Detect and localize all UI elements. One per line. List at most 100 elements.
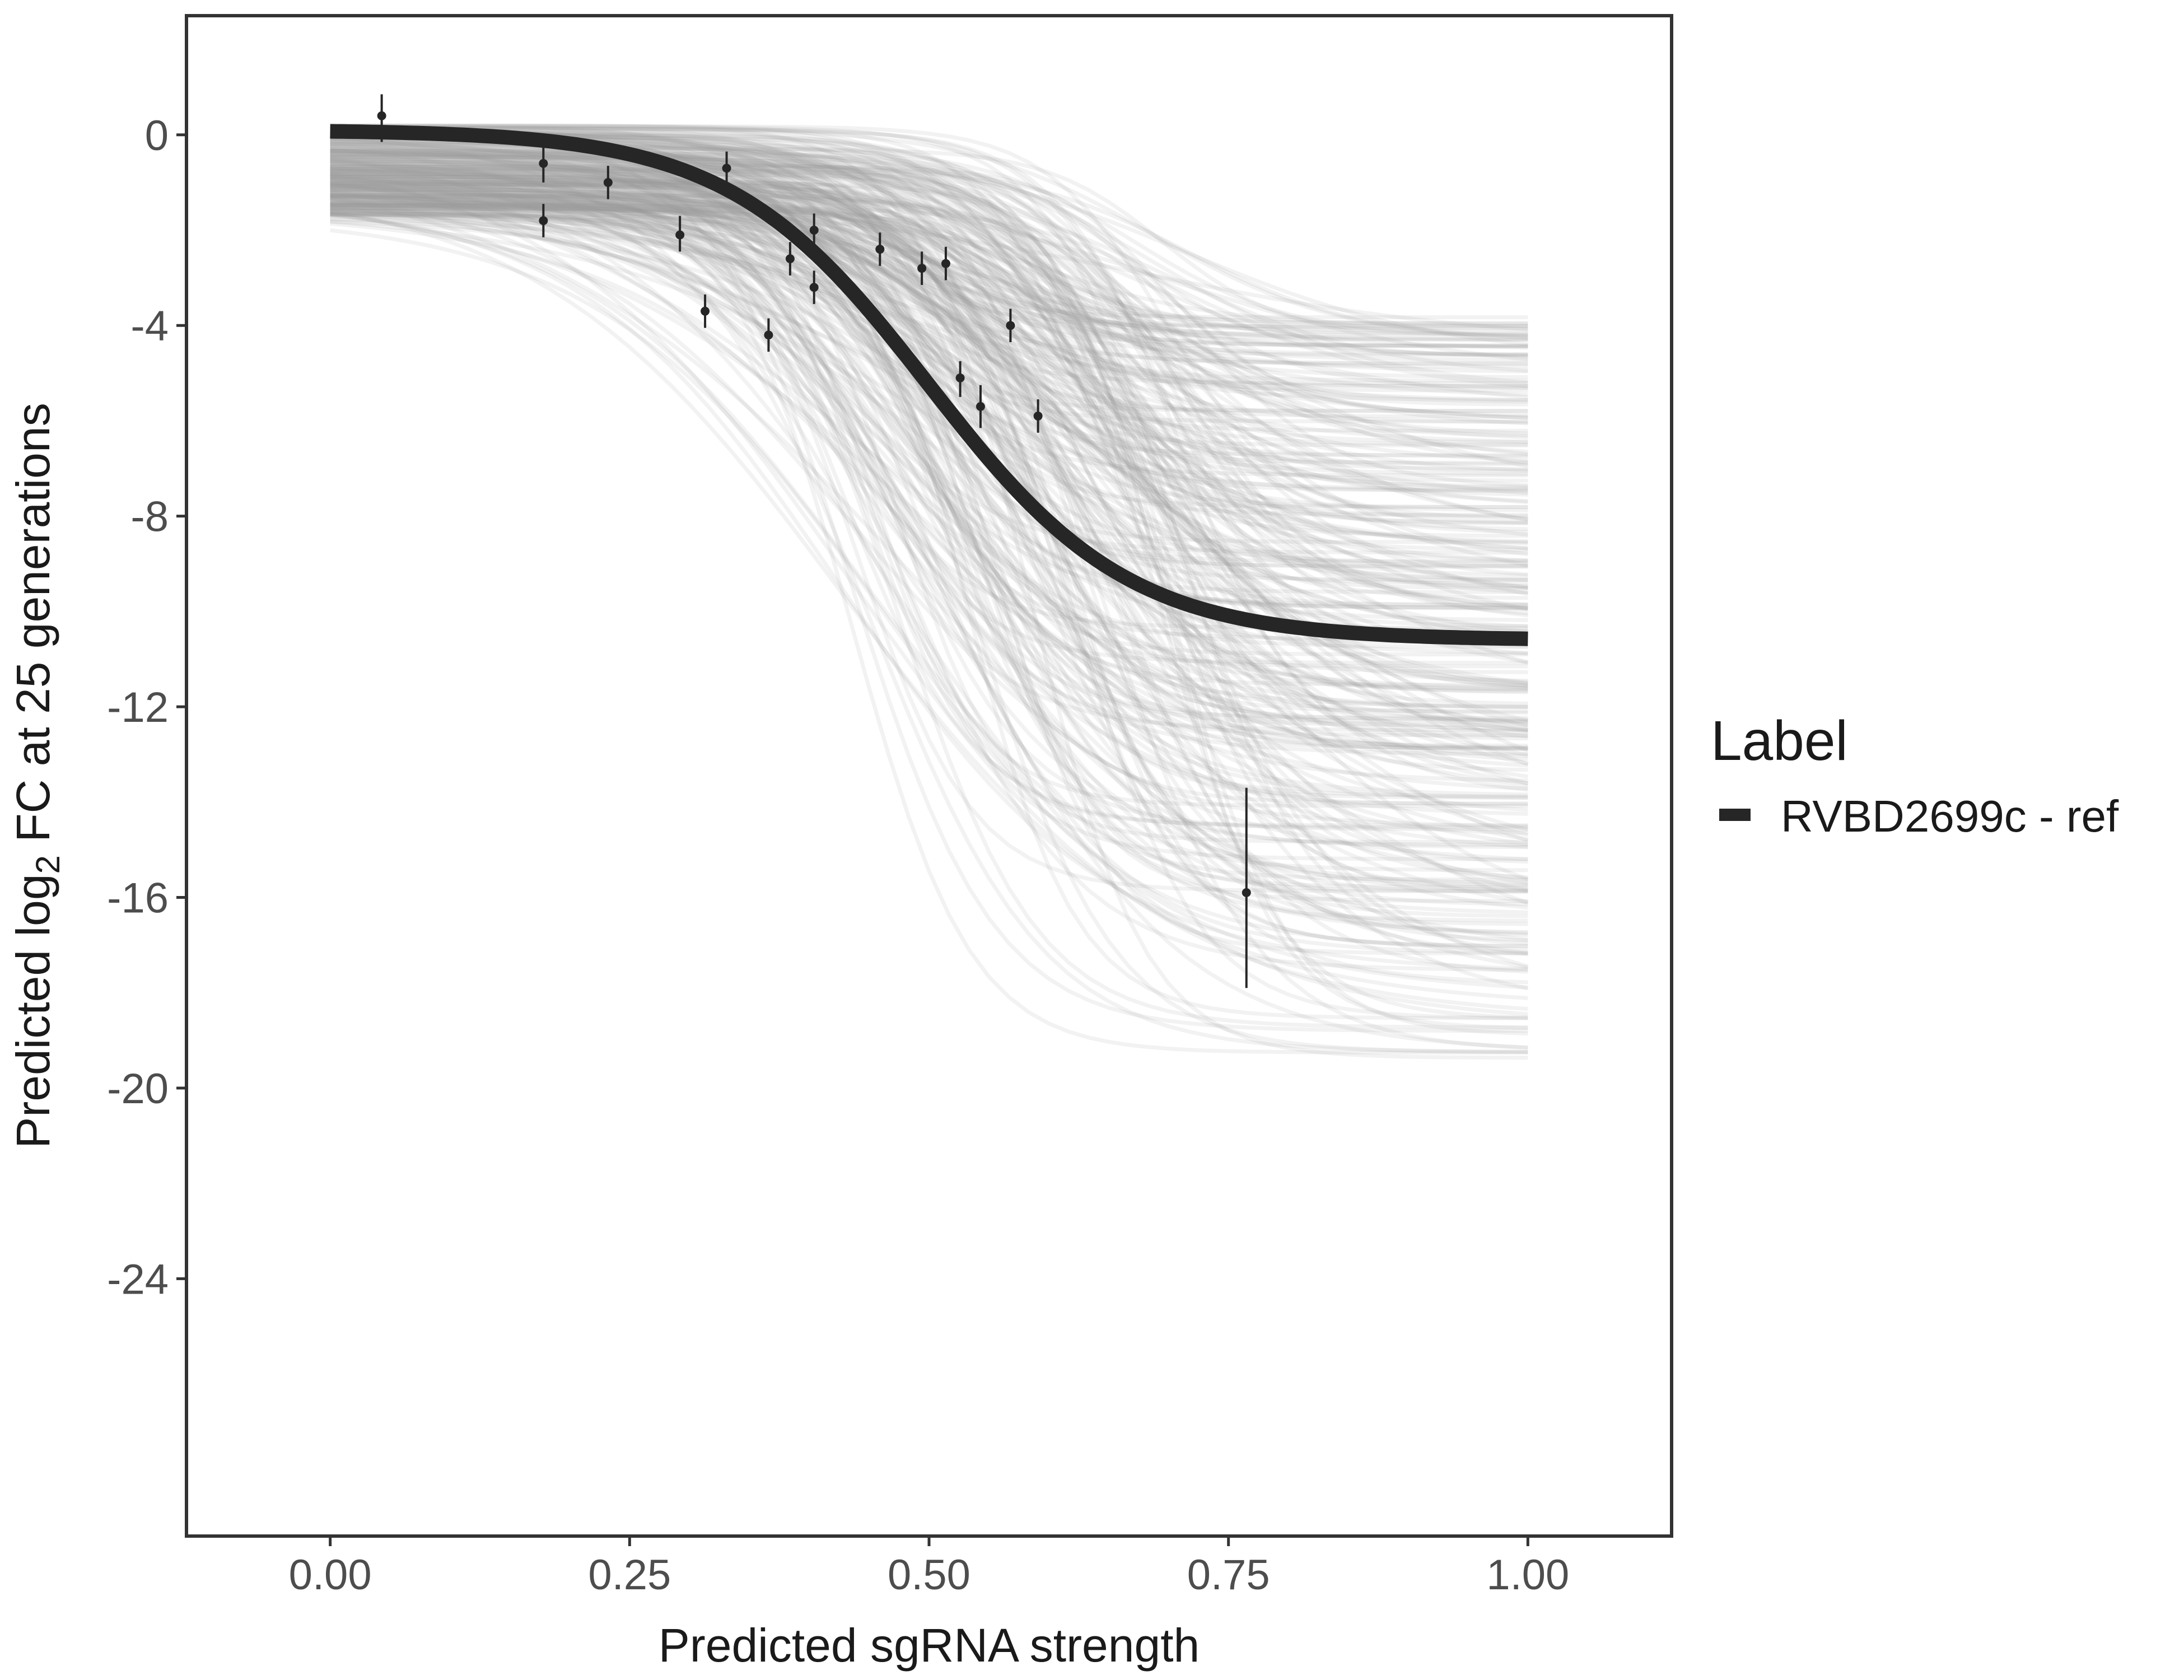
posterior-draw-line xyxy=(330,172,1528,713)
posterior-draw-line xyxy=(330,189,1528,348)
posterior-draws xyxy=(329,123,1529,1060)
posterior-draw-line xyxy=(330,183,1528,550)
posterior-draw-line xyxy=(330,170,1528,738)
posterior-draw-line xyxy=(330,195,1528,861)
posterior-draw-line xyxy=(330,127,1528,648)
posterior-draw-line xyxy=(330,185,1528,934)
posterior-draw-line xyxy=(330,152,1528,724)
posterior-draw-line xyxy=(330,206,1528,942)
posterior-draw-line xyxy=(330,160,1528,424)
posterior-draw-line xyxy=(330,198,1528,750)
point-marker xyxy=(875,245,885,254)
posterior-draw-line xyxy=(330,144,1528,338)
posterior-draw-line xyxy=(330,180,1528,706)
posterior-draw-line xyxy=(330,124,1528,872)
posterior-draw-line xyxy=(330,147,1528,816)
point-marker xyxy=(1033,411,1043,421)
posterior-draw-line xyxy=(330,200,1528,332)
posterior-draw-line xyxy=(330,179,1528,692)
posterior-draw-line xyxy=(330,155,1528,488)
point-marker xyxy=(701,306,710,316)
posterior-draw-line xyxy=(330,124,1528,525)
posterior-draw-line xyxy=(330,194,1528,503)
posterior-draw-line xyxy=(330,156,1529,842)
posterior-draw-line xyxy=(330,186,1528,483)
panel-border xyxy=(185,14,1673,1538)
posterior-draw-line xyxy=(330,124,1528,945)
posterior-draw-line xyxy=(330,155,1528,750)
posterior-draw-line xyxy=(330,149,1528,1020)
posterior-draw-line xyxy=(330,203,1528,792)
point-marker xyxy=(764,330,773,340)
posterior-draw-line xyxy=(330,153,1528,739)
posterior-draw-line xyxy=(330,221,1528,942)
posterior-draw-line xyxy=(330,159,1529,905)
posterior-draw-line xyxy=(330,205,1529,786)
posterior-draw-line xyxy=(330,192,1528,1054)
posterior-draw-line xyxy=(330,204,1528,402)
posterior-draw-line xyxy=(330,209,1528,1036)
posterior-draw-line xyxy=(330,190,1529,757)
posterior-draw-line xyxy=(330,188,1528,447)
posterior-draw-line xyxy=(330,169,1528,1030)
posterior-draw-line xyxy=(330,184,1528,709)
posterior-draw-line xyxy=(330,206,1528,694)
posterior-draw-line xyxy=(330,179,1529,766)
posterior-draw-line xyxy=(330,186,1528,935)
y-tick-label: -16 xyxy=(107,875,169,922)
posterior-draw-line xyxy=(330,164,1528,893)
posterior-draw-line xyxy=(330,192,1528,1054)
posterior-draw-line xyxy=(330,167,1528,806)
posterior-draw-line xyxy=(330,206,1528,328)
posterior-draw-line xyxy=(330,175,1528,348)
data-point xyxy=(377,94,386,142)
point-marker xyxy=(976,402,985,411)
posterior-draw-line xyxy=(330,151,1528,326)
y-axis-title: Predicted log2 FC at 25 generations xyxy=(7,403,67,1149)
posterior-draw-line xyxy=(330,183,1529,832)
posterior-draw-line xyxy=(330,158,1528,955)
posterior-draw-line xyxy=(330,166,1528,611)
posterior-draw-line xyxy=(329,209,1528,1000)
posterior-draw-line xyxy=(330,188,1528,522)
y-tick-label: -8 xyxy=(130,493,169,541)
posterior-draw-line xyxy=(330,203,1528,476)
point-marker xyxy=(603,178,613,187)
posterior-draw-line xyxy=(330,193,1528,832)
posterior-draw-line xyxy=(330,183,1528,585)
posterior-draw-line xyxy=(329,195,1529,969)
posterior-draw-line xyxy=(330,208,1528,358)
posterior-draw-line xyxy=(330,181,1528,688)
posterior-draw-line xyxy=(330,195,1528,577)
posterior-draw-line xyxy=(330,181,1528,741)
posterior-draw-line xyxy=(330,175,1528,607)
posterior-draw-line xyxy=(330,196,1528,786)
posterior-draw-line xyxy=(330,164,1528,325)
point-marker xyxy=(539,216,548,225)
posterior-draw-line xyxy=(330,165,1528,835)
posterior-draw-line xyxy=(330,155,1528,440)
posterior-draw-line xyxy=(330,125,1528,340)
point-marker xyxy=(785,254,795,264)
posterior-draw-line xyxy=(330,213,1528,937)
point-marker xyxy=(722,164,731,173)
posterior-draw-line xyxy=(330,190,1528,438)
posterior-draw-line xyxy=(330,171,1528,342)
data-points xyxy=(377,94,1251,988)
posterior-draw-line xyxy=(330,162,1529,665)
point-marker xyxy=(917,264,927,273)
x-axis-title: Predicted sgRNA strength xyxy=(659,1619,1200,1672)
posterior-draw-line xyxy=(330,163,1528,357)
posterior-draw-line xyxy=(330,148,1529,723)
posterior-draw-line xyxy=(330,177,1528,956)
posterior-draw-line xyxy=(330,179,1528,525)
posterior-draw-line xyxy=(330,185,1528,505)
posterior-draw-line xyxy=(330,203,1528,465)
posterior-draw-line xyxy=(330,167,1528,720)
posterior-draw-line xyxy=(330,172,1528,357)
posterior-draw-line xyxy=(330,128,1528,761)
posterior-draw-line xyxy=(330,204,1528,419)
posterior-draw-line xyxy=(330,195,1528,948)
x-tick-label: 0.00 xyxy=(289,1551,372,1599)
